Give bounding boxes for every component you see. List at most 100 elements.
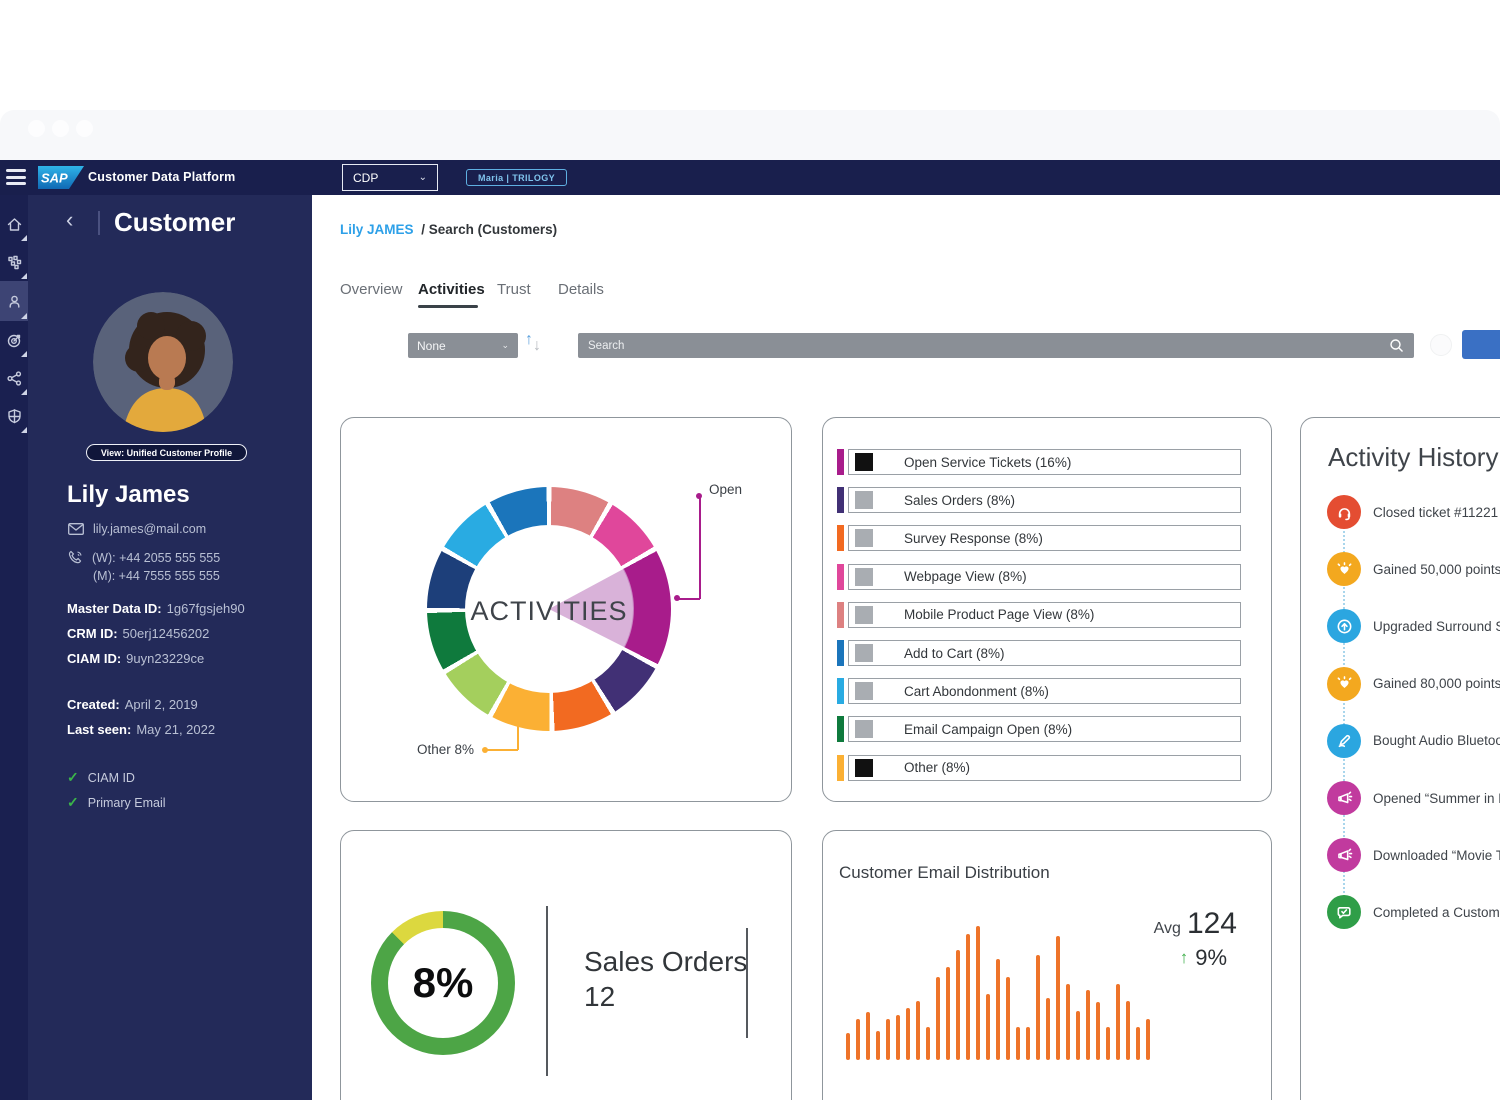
user-badge[interactable]: Maria | TRILOGY <box>466 169 568 186</box>
timeline-label: Bought Audio Bluetoot <box>1373 733 1500 749</box>
search-icon[interactable] <box>1389 338 1404 353</box>
distribution-bar <box>1146 1019 1150 1060</box>
timeline-label: Upgraded Surround Se <box>1373 618 1500 634</box>
sort-toggle[interactable]: ↑ ↓ <box>525 331 549 359</box>
expand-caret <box>21 235 27 241</box>
expand-caret <box>21 427 27 433</box>
chat-check-badge <box>1327 895 1361 930</box>
timeline-item[interactable]: Downloaded “Movie Th <box>1327 838 1500 873</box>
field-label: Master Data ID: <box>67 601 162 616</box>
legend-checkbox[interactable] <box>855 682 873 701</box>
env-selector-dropdown[interactable]: CDP ⌄ <box>342 164 438 191</box>
filter-dropdown[interactable]: None ⌄ <box>408 333 518 358</box>
timeline-item[interactable]: Closed ticket #11221 <box>1327 495 1500 529</box>
legend-row[interactable]: Survey Response (8%) <box>837 525 1241 552</box>
loyalty-points-badge <box>1327 666 1361 701</box>
legend-checkbox[interactable] <box>855 720 873 739</box>
customer-email[interactable]: lily.james@mail.com <box>93 522 207 536</box>
legend-row[interactable]: Add to Cart (8%) <box>837 640 1241 666</box>
view-profile-badge[interactable]: View: Unified Customer Profile <box>86 444 247 461</box>
target-icon <box>7 334 20 347</box>
legend-checkbox[interactable] <box>855 758 873 777</box>
distribution-bar <box>896 1015 900 1060</box>
timeline-item[interactable]: Gained 50,000 points <box>1327 552 1500 587</box>
timeline-label: Closed ticket #11221 <box>1373 504 1499 520</box>
legend-row[interactable]: Webpage View (8%) <box>837 563 1241 590</box>
distribution-bar <box>846 1033 850 1060</box>
customer-avatar[interactable] <box>93 292 233 432</box>
distribution-bar <box>986 994 990 1060</box>
tab-overview[interactable]: Overview <box>340 281 403 298</box>
legend-checkbox[interactable] <box>855 491 873 510</box>
hamburger-menu-icon[interactable] <box>6 169 26 185</box>
nav-home[interactable] <box>0 205 28 243</box>
nav-segments[interactable] <box>0 243 28 281</box>
home-icon <box>7 217 21 231</box>
legend-color-strip <box>837 563 844 590</box>
back-chevron-icon[interactable]: ‹ <box>66 207 74 232</box>
legend-row[interactable]: Cart Abondonment (8%) <box>837 678 1241 705</box>
distribution-bar <box>1006 977 1010 1060</box>
legend-checkbox[interactable] <box>855 605 873 624</box>
timeline-item[interactable]: Bought Audio Bluetoot <box>1327 723 1500 758</box>
field-value: 50erj12456202 <box>122 626 210 641</box>
search-input[interactable] <box>588 339 1389 352</box>
open-callout-line <box>677 598 700 600</box>
gauge-value: 8% <box>412 959 474 1006</box>
nav-shield[interactable] <box>0 397 28 435</box>
breadcrumb-link[interactable]: Lily JAMES <box>340 222 414 237</box>
divider <box>98 211 100 235</box>
legend-color-strip <box>837 449 844 475</box>
check-icon: ✓ <box>67 769 79 785</box>
tab-details[interactable]: Details <box>558 281 604 298</box>
ghost-button[interactable] <box>1430 334 1452 356</box>
field-label: Created: <box>67 697 120 712</box>
activity-history-card: Activity History Closed ticket #11221 Gai… <box>1300 417 1500 1100</box>
timeline-item[interactable]: Completed a Custome <box>1327 895 1500 930</box>
share-icon <box>6 370 21 386</box>
phone-work-row: (W): +44 2055 555 555 <box>68 550 220 565</box>
legend-row[interactable]: Other (8%) <box>837 754 1241 781</box>
average-stat: Avg 124 <box>1154 907 1237 941</box>
date-field-row: Created: April 2, 2019 <box>67 697 198 712</box>
nav-target[interactable] <box>0 321 28 359</box>
legend-color-strip <box>837 601 844 628</box>
distribution-bar <box>996 959 1000 1060</box>
legend-label: Mobile Product Page View (8%) <box>904 607 1095 623</box>
svg-text:SAP: SAP <box>41 171 68 186</box>
megaphone-icon <box>1337 848 1352 861</box>
legend-checkbox[interactable] <box>855 644 873 662</box>
expand-caret <box>21 389 27 395</box>
tab-trust[interactable]: Trust <box>497 281 531 298</box>
callout-dot <box>696 493 702 499</box>
distribution-bar <box>1026 1027 1030 1060</box>
loyalty-points-icon <box>1337 561 1351 574</box>
browser-chrome <box>0 110 1500 160</box>
distribution-bar <box>936 977 940 1060</box>
timeline-item[interactable]: Gained 80,000 points <box>1327 666 1500 701</box>
legend-box: Webpage View (8%) <box>848 563 1241 590</box>
id-field-row: CRM ID: 50erj12456202 <box>67 626 209 641</box>
avg-value: 124 <box>1186 907 1237 940</box>
tab-activities[interactable]: Activities <box>418 281 485 298</box>
legend-checkbox[interactable] <box>855 567 873 586</box>
legend-row[interactable]: Email Campaign Open (8%) <box>837 716 1241 743</box>
distribution-bar <box>956 950 960 1060</box>
nav-share[interactable] <box>0 359 28 397</box>
email-row: lily.james@mail.com <box>68 522 206 536</box>
segments-icon <box>7 255 21 269</box>
legend-label: Add to Cart (8%) <box>904 645 1005 661</box>
legend-row[interactable]: Sales Orders (8%) <box>837 487 1241 514</box>
legend-row[interactable]: Open Service Tickets (16%) <box>837 449 1241 475</box>
legend-row[interactable]: Mobile Product Page View (8%) <box>837 601 1241 628</box>
legend-checkbox[interactable] <box>855 453 873 471</box>
timeline-item[interactable]: Upgraded Surround Se <box>1327 609 1500 644</box>
timeline-item[interactable]: Opened “Summer in M <box>1327 781 1500 815</box>
loyalty-points-icon <box>1337 676 1351 689</box>
callout-dot <box>674 595 680 601</box>
distribution-bar <box>1046 998 1050 1060</box>
legend-label: Open Service Tickets (16%) <box>904 454 1072 470</box>
legend-checkbox[interactable] <box>855 529 873 548</box>
primary-action-button[interactable] <box>1462 330 1500 359</box>
nav-customer[interactable] <box>0 281 28 321</box>
